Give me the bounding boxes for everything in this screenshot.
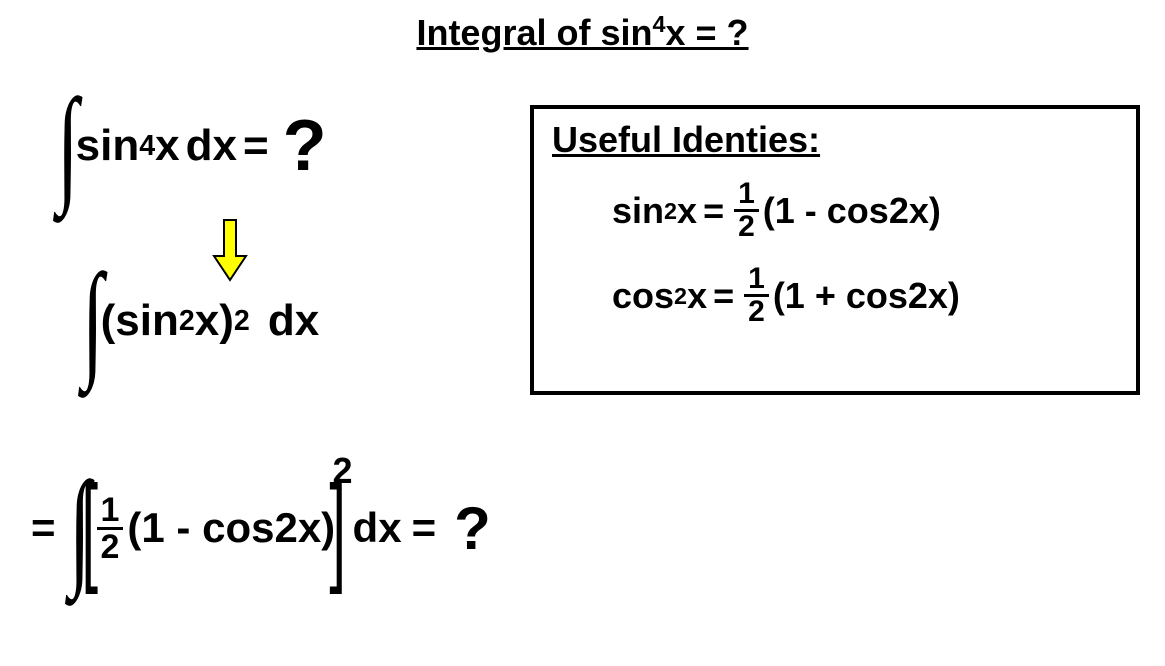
id2-rhs: (1 + cos2x) bbox=[773, 275, 960, 317]
r2-rp: ) bbox=[219, 296, 234, 346]
id1-frac: 1 2 bbox=[734, 179, 759, 242]
r1-var: x bbox=[155, 121, 179, 171]
r3-dx: dx bbox=[353, 504, 402, 552]
right-bracket: ] bbox=[330, 480, 347, 576]
r3-pre-eq: = bbox=[31, 504, 56, 552]
id2-fn: cos bbox=[612, 275, 674, 317]
left-bracket: [ bbox=[81, 480, 98, 576]
r3-frac: 1 2 bbox=[97, 493, 124, 564]
r1-eq: = bbox=[243, 121, 269, 171]
id2-var: x bbox=[687, 275, 707, 317]
r2-fn: sin bbox=[115, 296, 179, 346]
id2-den: 2 bbox=[744, 297, 769, 327]
r1-fn: sin bbox=[76, 121, 140, 171]
r2-var: x bbox=[195, 296, 219, 346]
id1-var: x bbox=[677, 190, 697, 232]
identities-title: Useful Identies: bbox=[552, 119, 1118, 161]
integral-sign: ∫ bbox=[82, 275, 103, 366]
title-exp: 4 bbox=[652, 11, 665, 37]
identities-box: Useful Identies: sin 2 x = 1 2 (1 - cos2x)… bbox=[530, 105, 1140, 395]
r1-question: ? bbox=[283, 105, 327, 187]
r3-expr: (1 - cos2x) bbox=[127, 504, 335, 552]
id2-eq: = bbox=[713, 275, 734, 317]
id1-den: 2 bbox=[734, 212, 759, 242]
r3-eq: = bbox=[412, 504, 437, 552]
equation-row-2: ∫ (sin2x)2 dx bbox=[75, 275, 319, 366]
title-post: x = ? bbox=[666, 12, 749, 53]
equation-row-1: ∫ sin4x dx = ? bbox=[50, 100, 327, 191]
id1-fn: sin bbox=[612, 190, 664, 232]
id2-frac: 1 2 bbox=[744, 264, 769, 327]
r3-num: 1 bbox=[97, 493, 124, 530]
identity-1: sin 2 x = 1 2 (1 - cos2x) bbox=[612, 179, 1118, 242]
r3-question: ? bbox=[454, 494, 491, 563]
page-title: Integral of sin4x = ? bbox=[0, 12, 1165, 54]
title-pre: Integral of sin bbox=[416, 12, 652, 53]
id1-rhs: (1 - cos2x) bbox=[763, 190, 941, 232]
equation-row-3: = ∫ [ 1 2 (1 - cos2x) ] 2 dx = ? bbox=[25, 480, 491, 576]
r1-dx: dx bbox=[186, 121, 237, 171]
identity-2: cos 2 x = 1 2 (1 + cos2x) bbox=[612, 264, 1118, 327]
id1-eq: = bbox=[703, 190, 724, 232]
id1-num: 1 bbox=[734, 179, 759, 212]
id2-num: 1 bbox=[744, 264, 769, 297]
integral-sign: ∫ bbox=[57, 100, 78, 191]
r2-dx: dx bbox=[268, 296, 319, 346]
r3-den: 2 bbox=[97, 530, 124, 564]
